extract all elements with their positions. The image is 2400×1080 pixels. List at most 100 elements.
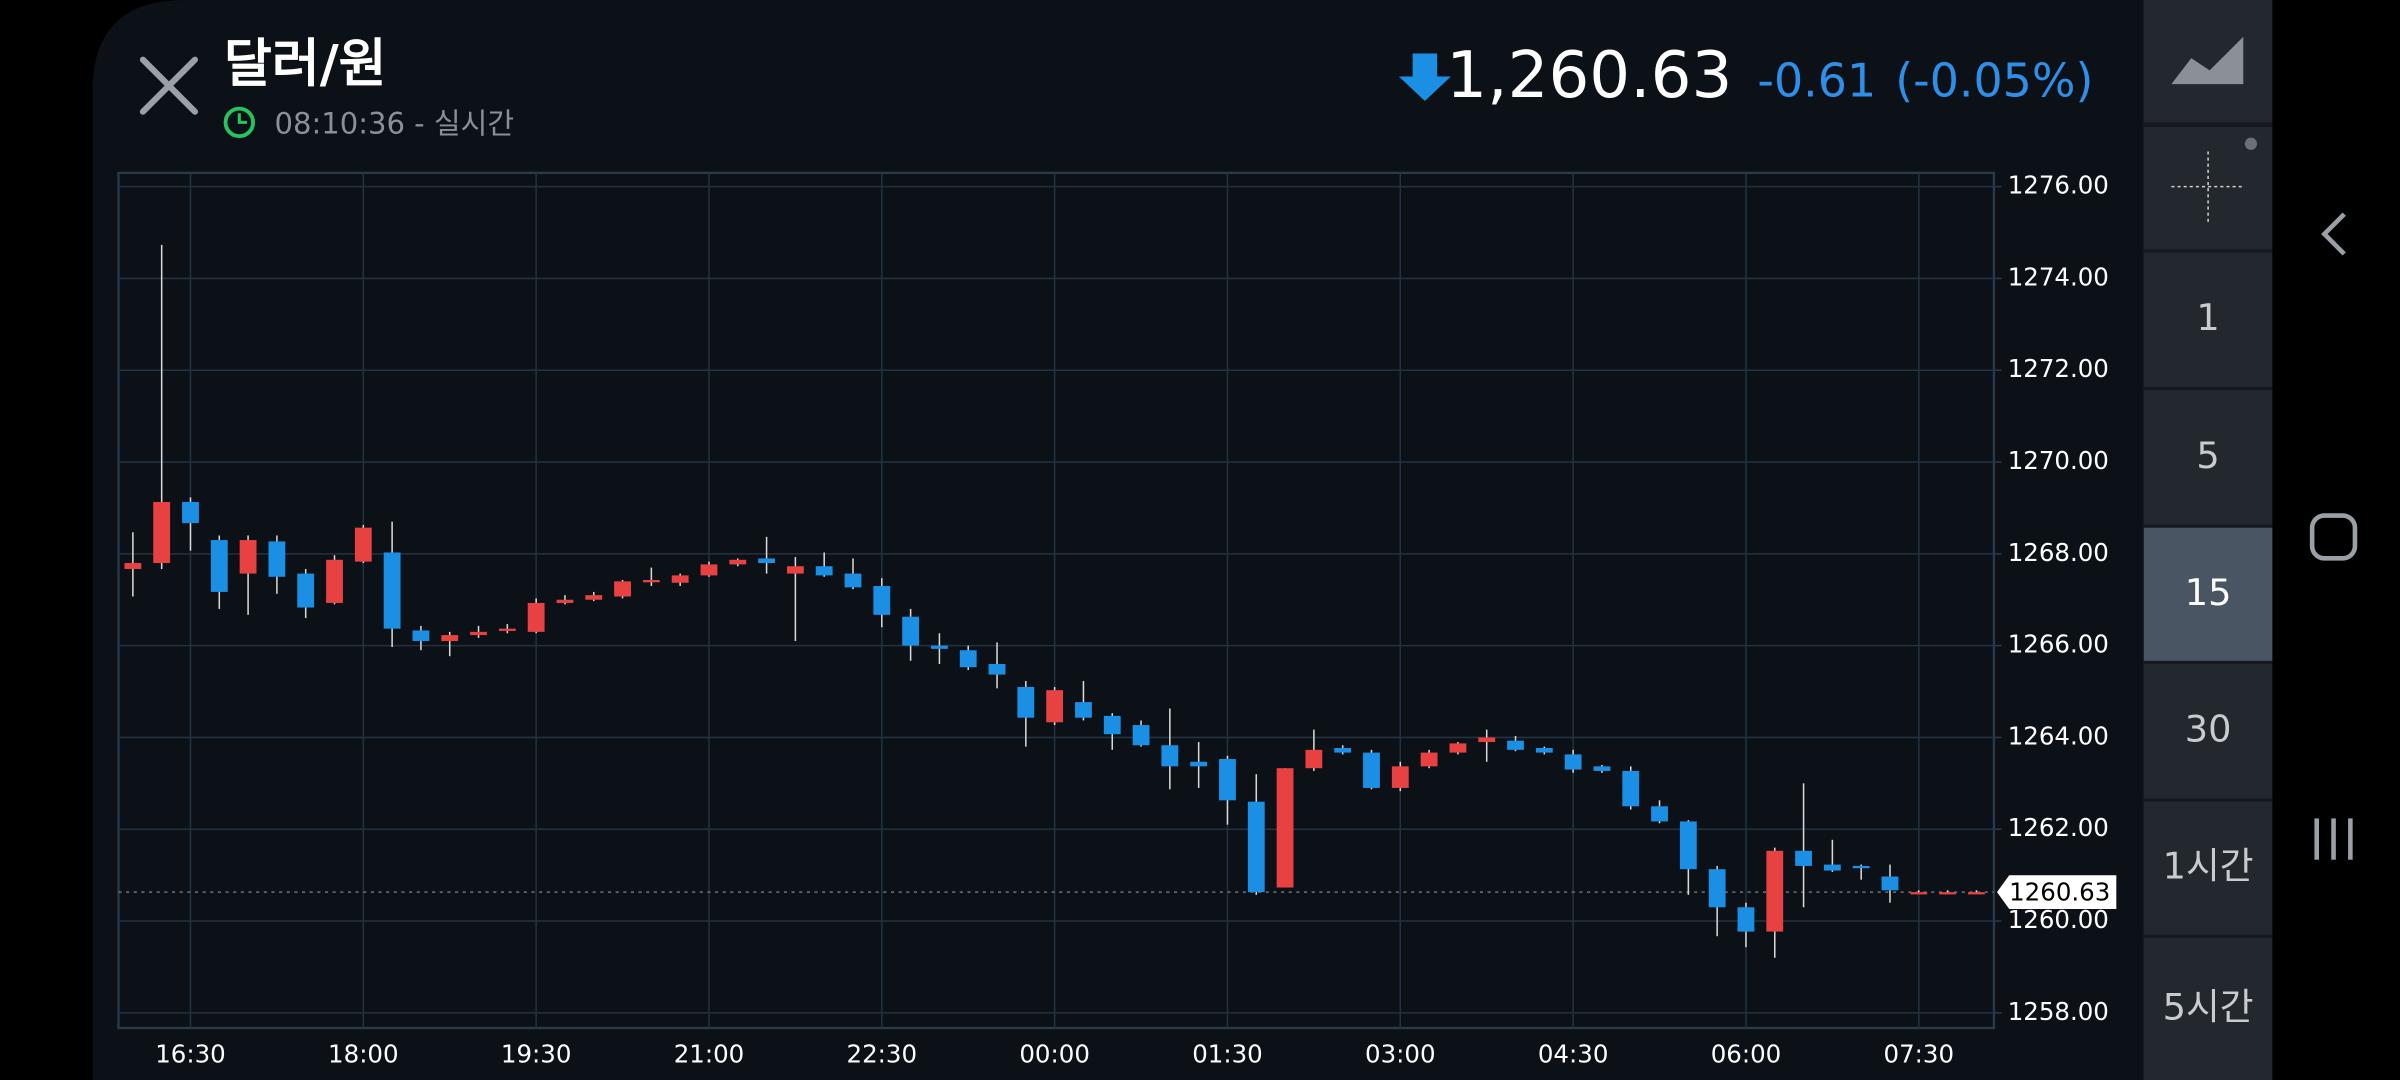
candle-body: [498, 628, 516, 631]
interval-label: 5: [2196, 434, 2219, 477]
interval-button[interactable]: 1: [2143, 252, 2273, 388]
candle-body: [1967, 892, 1985, 895]
candle-body: [614, 581, 631, 597]
candle-body: [1766, 850, 1784, 932]
plot-frame: [117, 171, 1996, 1030]
interval-button[interactable]: 1시간: [2143, 801, 2273, 935]
candle-body: [1535, 747, 1553, 753]
plot-area: 1258.00 1260.00 1262.00 1264.00 1266.00 1268.…: [118, 171, 2117, 1069]
candle-body: [729, 559, 747, 565]
button-bg: [2143, 663, 2273, 799]
candle-body: [1881, 876, 1899, 891]
interval-button[interactable]: 5시간: [2143, 937, 2273, 1080]
x-tick-label: 18:00: [328, 1040, 399, 1069]
candle-body: [470, 631, 487, 636]
x-tick-label: 04:30: [1538, 1040, 1609, 1069]
candle-body: [527, 602, 545, 632]
nav-recents[interactable]: [2314, 818, 2353, 860]
interval-label: 15: [2185, 571, 2232, 614]
button-bg: [2143, 0, 2273, 123]
close-button[interactable]: [139, 56, 199, 115]
candle-body: [412, 630, 430, 642]
instrument-title: 달러/원: [224, 34, 387, 94]
last-price-tag: [1996, 875, 2117, 909]
candle-body: [1852, 865, 1870, 869]
candle-body: [1046, 690, 1064, 723]
y-tick-label: 1274.00: [2008, 262, 2109, 291]
y-tick-label: 1260.00: [2008, 905, 2109, 934]
candle-body: [1161, 745, 1179, 767]
button-bg: [2143, 937, 2273, 1080]
candle-body: [1939, 892, 1957, 895]
candle-body: [1507, 740, 1524, 750]
candle-body: [931, 645, 948, 649]
y-tick-label: 1262.00: [2008, 813, 2109, 842]
y-tick-label: 1258.00: [2008, 997, 2109, 1026]
candle-body: [1075, 702, 1092, 718]
x-tick-label: 00:00: [1019, 1040, 1090, 1069]
candle-body: [210, 540, 228, 592]
candle-body: [988, 663, 1006, 675]
clock-hand: [237, 113, 247, 124]
area-chart-icon: [2171, 36, 2244, 85]
candle-body: [124, 563, 142, 569]
candle-body: [1622, 770, 1640, 807]
nav-home[interactable]: [2309, 513, 2358, 561]
y-tick-label: 1270.00: [2008, 446, 2109, 475]
candle-body: [1391, 766, 1409, 788]
button-bg: [2143, 390, 2273, 525]
candle-body: [844, 573, 862, 588]
nav-back[interactable]: [2321, 212, 2346, 256]
candle-body: [873, 585, 891, 615]
candle-body: [354, 527, 372, 562]
candle-body: [1190, 761, 1208, 767]
candle-body: [642, 579, 660, 583]
candle-body: [383, 552, 401, 629]
candle-body: [585, 595, 603, 600]
candle-body: [182, 501, 199, 524]
price-change: -0.61: [1757, 54, 1876, 108]
candle-body: [1103, 715, 1121, 735]
candle-body: [268, 541, 286, 577]
candle-body: [1823, 864, 1841, 871]
button-bg: [2143, 252, 2273, 388]
candle-body: [1478, 737, 1496, 743]
interval-label: 1시간: [2163, 845, 2254, 888]
candle-body: [1305, 749, 1323, 769]
candle-body: [1795, 850, 1812, 866]
current-price: 1,260.63: [1446, 38, 1732, 113]
candle-body: [1219, 759, 1236, 801]
candle-body: [671, 575, 689, 583]
candle-body: [239, 540, 257, 574]
candle-body: [1132, 725, 1150, 746]
candle-body: [815, 566, 833, 576]
chart-type-button[interactable]: [2143, 0, 2273, 123]
interval-button[interactable]: 5: [2143, 390, 2273, 525]
candle-body: [902, 616, 920, 646]
interval-label: 1: [2196, 296, 2219, 339]
candle-body: [153, 501, 171, 564]
x-tick-label: 16:30: [155, 1040, 226, 1069]
candle-body: [326, 559, 343, 603]
x-tick-label: 07:30: [1884, 1040, 1955, 1069]
clock-icon: [223, 106, 255, 139]
interval-button[interactable]: 30: [2143, 663, 2273, 799]
y-tick-label: 1268.00: [2008, 538, 2109, 567]
candle-body: [1564, 754, 1582, 770]
candle-body: [1420, 752, 1438, 767]
crosshair-button[interactable]: [2143, 126, 2273, 250]
candle-body: [1017, 686, 1035, 718]
button-bg: [2143, 801, 2273, 935]
interval-label: 30: [2185, 708, 2232, 751]
x-tick-label: 03:00: [1365, 1040, 1436, 1069]
x-tick-label: 19:30: [501, 1040, 572, 1069]
interval-button[interactable]: 15: [2143, 527, 2273, 661]
candle-body: [700, 564, 718, 576]
y-tick-label: 1272.00: [2008, 354, 2109, 383]
down-arrow-icon: [1398, 53, 1451, 101]
candle-body: [1276, 768, 1294, 888]
price-change-percent: (-0.05%): [1895, 54, 2093, 108]
x-tick-label: 22:30: [847, 1040, 918, 1069]
